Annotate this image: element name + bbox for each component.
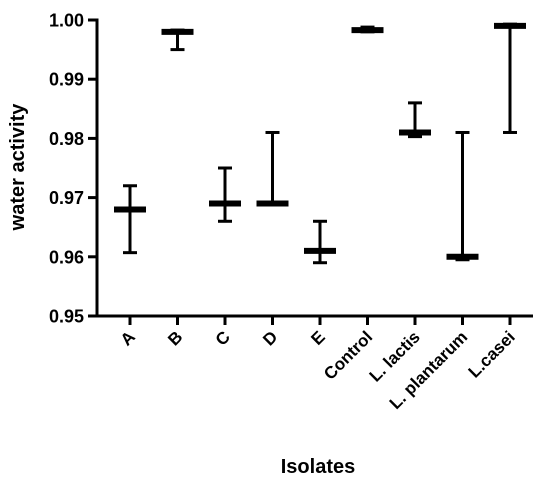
data-point bbox=[161, 28, 194, 52]
y-axis: 0.95 0.96 0.97 0.98 0.99 1.00 bbox=[49, 11, 99, 327]
x-tick-label: B bbox=[164, 327, 186, 349]
y-tick-label: 0.95 bbox=[49, 307, 84, 327]
data-point bbox=[114, 184, 146, 255]
x-tick-label: L.casei bbox=[465, 327, 519, 381]
data-point bbox=[304, 219, 336, 265]
y-tick-label: 0.99 bbox=[49, 70, 84, 90]
y-tick-label: 0.97 bbox=[49, 188, 84, 208]
data-point bbox=[256, 130, 289, 207]
y-tick-label: 0.96 bbox=[49, 247, 84, 267]
x-tick-label: D bbox=[259, 327, 281, 349]
data-point bbox=[399, 101, 431, 139]
y-tick-label: 1.00 bbox=[49, 11, 84, 31]
x-axis-title: Isolates bbox=[281, 456, 355, 478]
y-tick-label: 0.98 bbox=[49, 129, 84, 149]
x-tick-label: C bbox=[212, 327, 234, 349]
x-tick-label: E bbox=[307, 327, 328, 348]
data-point bbox=[494, 22, 526, 134]
data-point bbox=[446, 130, 479, 262]
data-point bbox=[351, 25, 384, 34]
data-marks bbox=[114, 22, 526, 265]
data-point bbox=[209, 166, 241, 223]
x-tick-label: A bbox=[117, 327, 139, 349]
y-axis-title: water activity bbox=[7, 103, 29, 232]
